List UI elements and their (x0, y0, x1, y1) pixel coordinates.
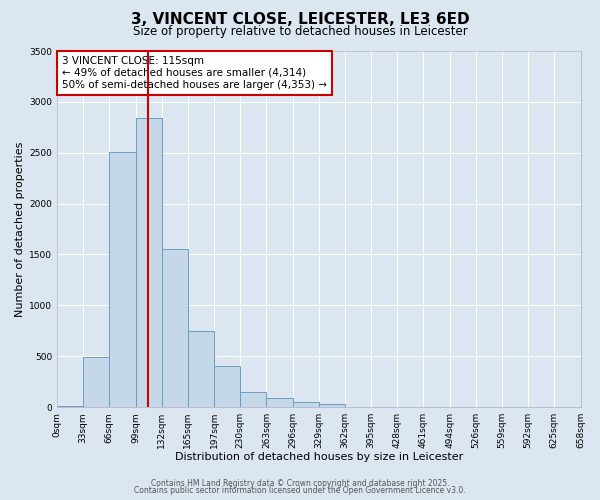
Bar (266, 398, 293, 407)
Bar (214, 366, 240, 407)
Bar (345, 406, 371, 407)
Y-axis label: Number of detached properties: Number of detached properties (15, 142, 25, 316)
Bar (57, 406, 83, 407)
Bar (136, 118, 162, 407)
Text: Size of property relative to detached houses in Leicester: Size of property relative to detached ho… (133, 25, 467, 38)
Text: Contains public sector information licensed under the Open Government Licence v3: Contains public sector information licen… (134, 486, 466, 495)
Bar (293, 402, 319, 407)
Bar (162, 250, 188, 407)
Text: 3 VINCENT CLOSE: 115sqm
← 49% of detached houses are smaller (4,314)
50% of semi: 3 VINCENT CLOSE: 115sqm ← 49% of detache… (62, 56, 327, 90)
Bar (188, 331, 214, 407)
Bar (83, 357, 109, 407)
Text: 3, VINCENT CLOSE, LEICESTER, LE3 6ED: 3, VINCENT CLOSE, LEICESTER, LE3 6ED (131, 12, 469, 28)
X-axis label: Distribution of detached houses by size in Leicester: Distribution of detached houses by size … (175, 452, 463, 462)
Bar (319, 404, 345, 407)
Bar (109, 152, 136, 407)
Text: Contains HM Land Registry data © Crown copyright and database right 2025.: Contains HM Land Registry data © Crown c… (151, 478, 449, 488)
Bar (240, 392, 266, 407)
